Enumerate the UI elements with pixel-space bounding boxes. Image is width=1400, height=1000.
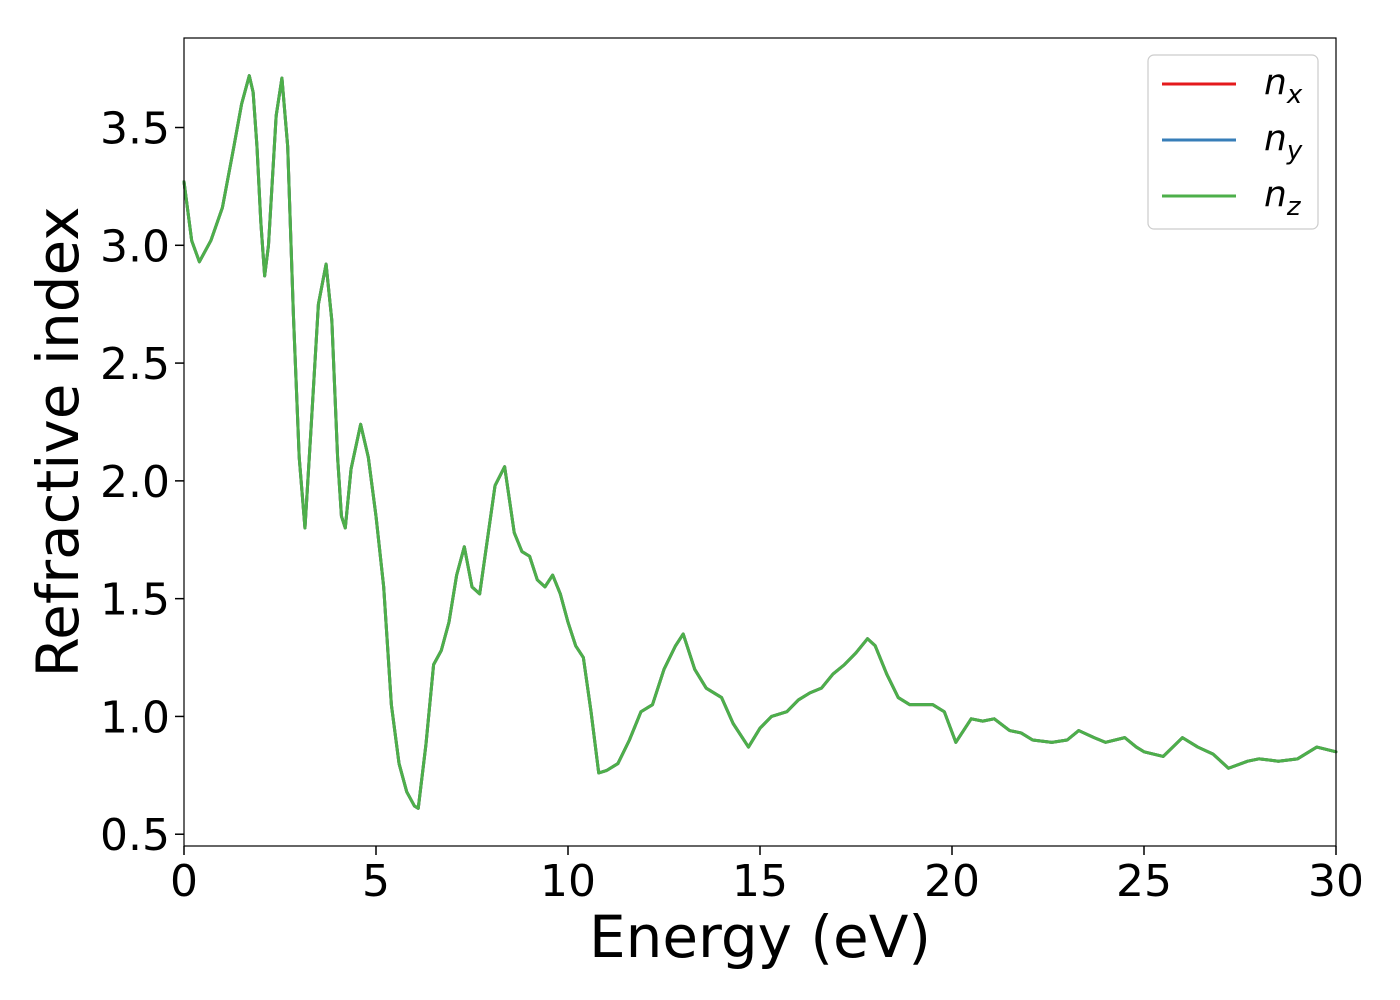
legend: nx ny nz <box>1147 54 1319 230</box>
series-line-z <box>182 74 1338 810</box>
x-tick-label: 25 <box>1116 856 1172 907</box>
y-tick-label: 2.0 <box>100 457 170 508</box>
series-layer <box>182 74 1338 810</box>
x-tick-label: 0 <box>170 856 198 907</box>
plot-background <box>184 38 1336 846</box>
y-axis-title: Refractive index <box>24 206 92 677</box>
legend-frame <box>1147 54 1319 230</box>
x-tick-label: 15 <box>732 856 788 907</box>
y-axis-ticks: 0.5 1.0 1.5 2.0 2.5 3.0 3.5 <box>100 104 184 861</box>
y-tick-label: 0.5 <box>100 810 170 861</box>
x-tick-label: 20 <box>924 856 980 907</box>
legend-label-y: ny <box>1264 118 1303 166</box>
x-tick-label: 10 <box>540 856 596 907</box>
y-tick-label: 1.5 <box>100 575 170 626</box>
x-tick-label: 30 <box>1308 856 1364 907</box>
x-axis-title: Energy (eV) <box>589 903 931 971</box>
x-axis-ticks: 0 5 10 15 20 25 30 <box>170 846 1364 907</box>
legend-label-z: nz <box>1264 174 1302 222</box>
x-tick-label: 5 <box>362 856 390 907</box>
y-tick-label: 2.5 <box>100 339 170 390</box>
y-tick-label: 3.0 <box>100 221 170 272</box>
y-tick-label: 3.5 <box>100 104 170 155</box>
y-tick-label: 1.0 <box>100 692 170 743</box>
legend-label-x: nx <box>1264 62 1303 110</box>
